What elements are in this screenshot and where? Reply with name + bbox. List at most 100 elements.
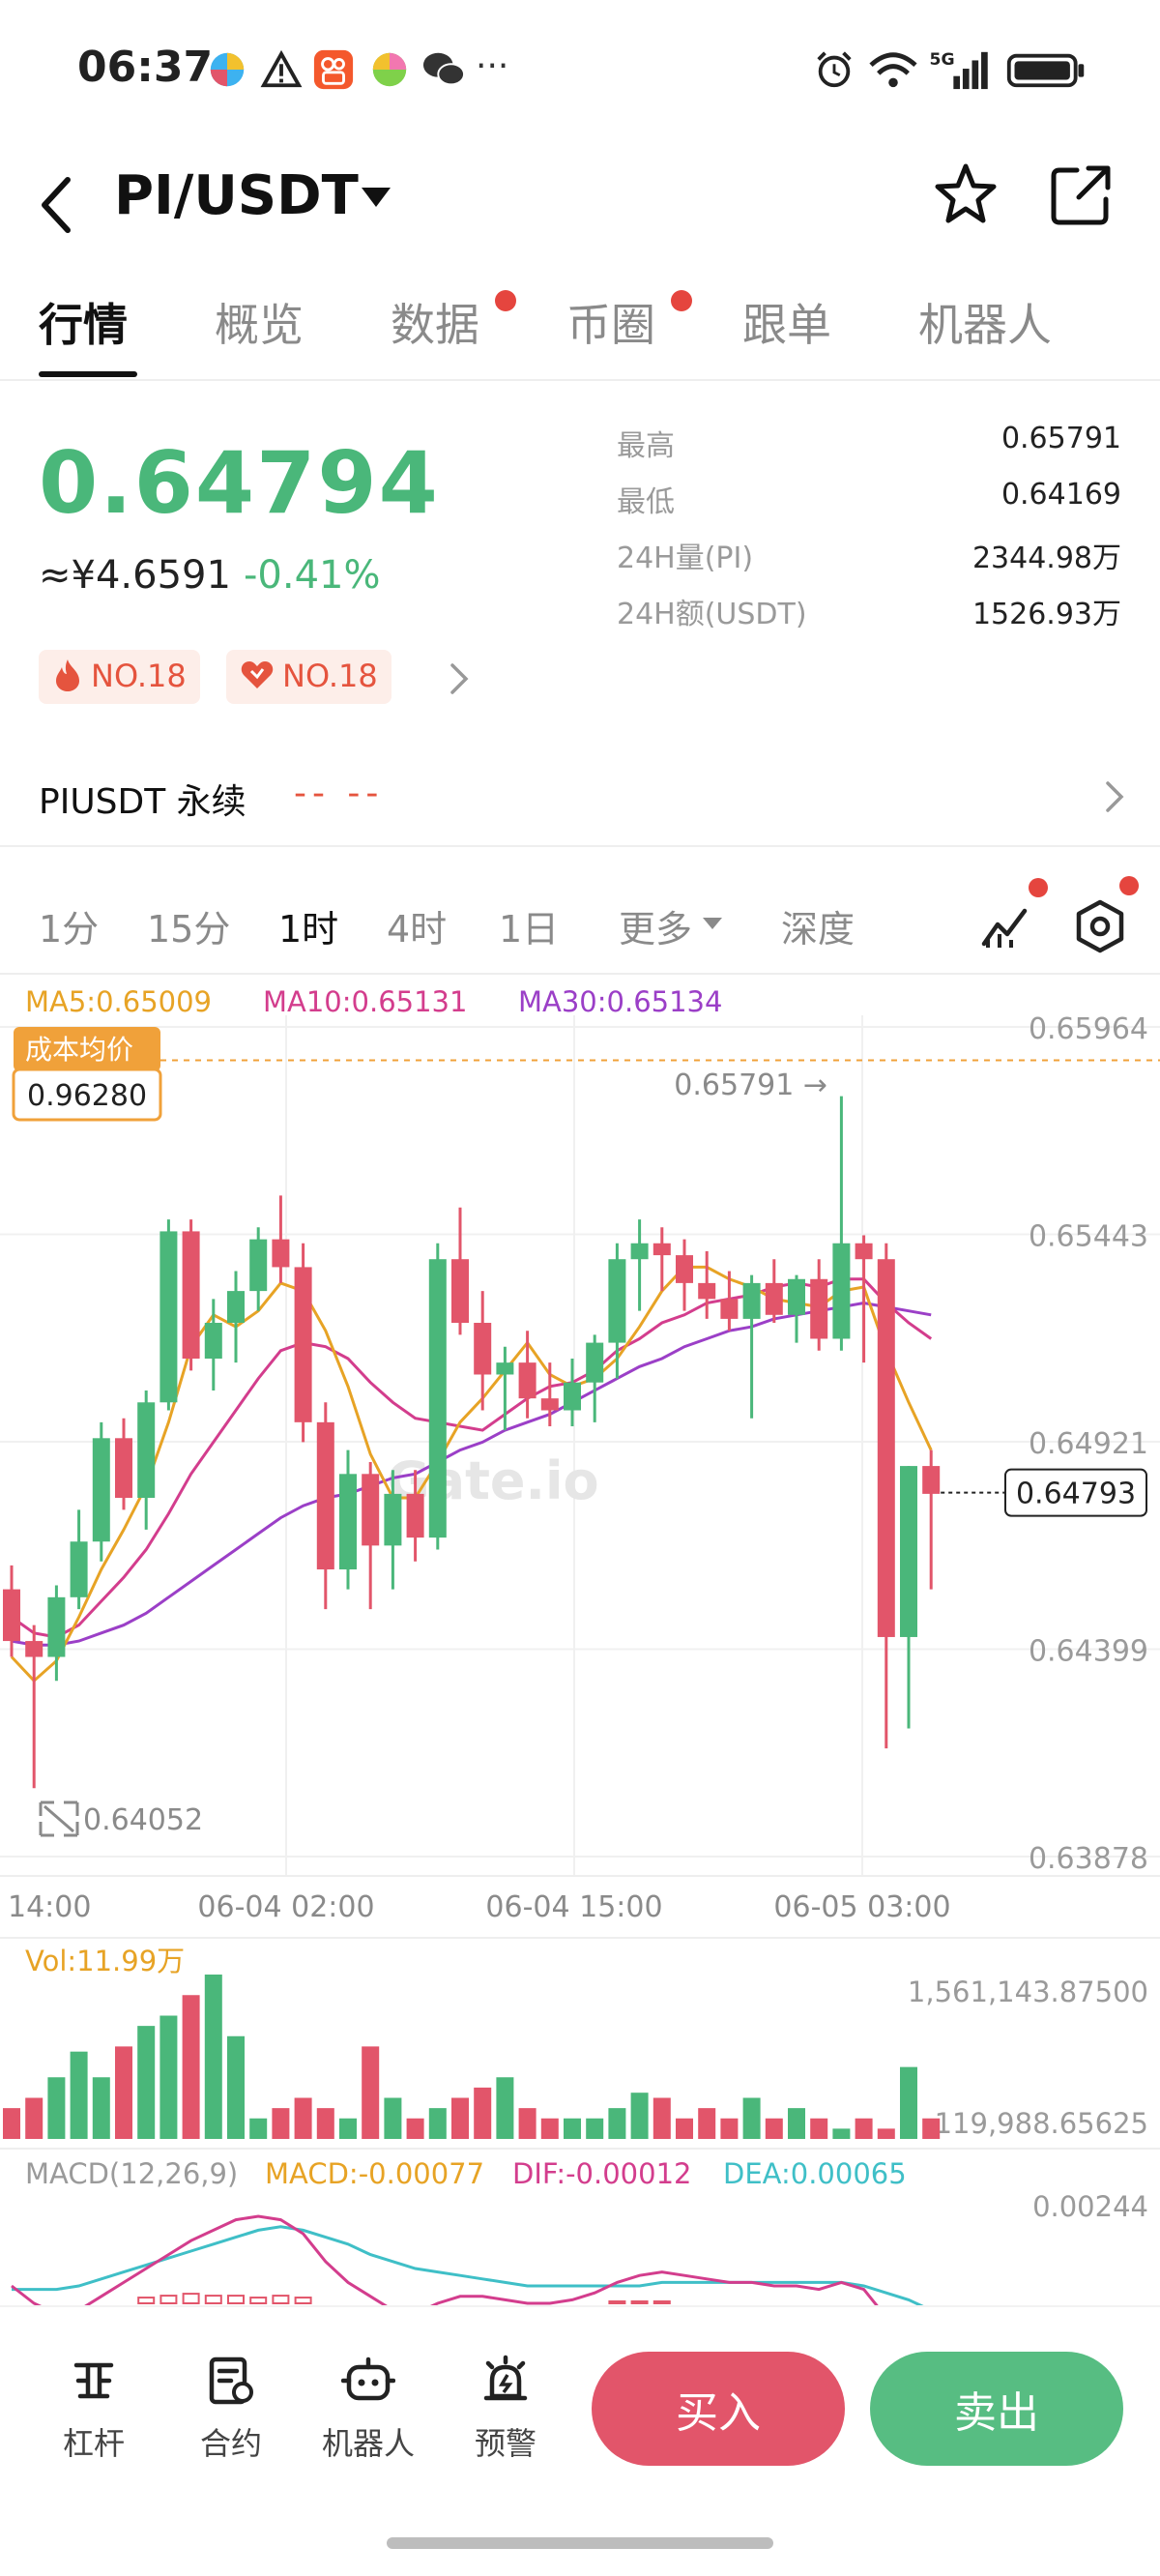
interval-1d[interactable]: 1日 [499,908,560,951]
price-chart[interactable]: Gate.io MA5:0.65009 MA10:0.65131 MA30:0.65… [0,975,1160,2305]
fullscreen-icon-shape [39,1800,79,1837]
candle-body [652,1243,671,1256]
stat-high-label: 最高 [617,429,675,463]
last-price: 0.64794 [39,433,440,533]
current-price-label: 0.64793 [1016,1478,1136,1511]
dea-line [12,2225,924,2305]
caret-down-icon[interactable] [702,917,723,930]
interval-4h[interactable]: 4时 [387,908,448,951]
tab-coin-circle-dot [671,290,692,311]
colorful-app-icon [210,52,245,87]
volume-bar [474,2087,492,2139]
robot-tool[interactable]: 机器人 [315,2354,421,2489]
candle-body [47,1596,66,1657]
warning-icon [260,49,303,88]
favorite-rank-badge[interactable]: NO.18 [226,650,392,704]
candle-body [922,1466,941,1494]
candle-body [676,1255,693,1283]
fullscreen-icon [39,1800,79,1837]
candle-body [204,1323,222,1360]
indicator-chart-icon[interactable] [978,899,1032,953]
low-price-marker: 0.64052 [83,1803,203,1837]
star-icon[interactable] [930,159,1001,230]
stat-turnover-label: 24H额(USDT) [617,598,807,631]
depth-tab[interactable]: 深度 [781,908,856,951]
perpetual-contract-row[interactable]: PIUSDT 永续 -- -- [0,754,1160,847]
time-axis: 14:00 06-04 02:00 06-04 15:00 06-05 03:00 [8,1890,951,1924]
candle-body [115,1438,132,1498]
battery-icon [1006,53,1085,88]
contract-label: 合约 [199,2425,262,2462]
hot-rank-badge[interactable]: NO.18 [39,650,200,704]
tab-overview[interactable]: 概览 [215,299,304,351]
fire-icon [56,659,79,691]
volume-bar [698,2108,716,2139]
time-tick-label: 14:00 [8,1890,91,1924]
indicator-dot [1029,878,1048,897]
price-axis: 0.65964 0.65443 0.64921 0.64399 0.63878 [1029,1012,1148,1876]
volume-bar [676,2118,693,2139]
volume-bar [339,2118,357,2139]
volume-bar [294,2097,312,2139]
alert-tool[interactable]: 预警 [452,2354,559,2489]
back-icon[interactable] [29,166,87,244]
5g-signal-icon: 5G [929,50,988,90]
leverage-tool[interactable]: 杠杆 [41,2354,147,2489]
tab-coin-circle[interactable]: 币圈 [566,299,655,351]
stat-volume-label: 24H量(PI) [617,542,754,575]
settings-dot [1119,876,1139,895]
interval-1m[interactable]: 1分 [39,908,100,951]
candle-body [540,1398,559,1411]
macd-hist-bar [160,2295,178,2305]
volume-legend: Vol:11.99万 [25,1945,185,1977]
candle-body [249,1239,268,1292]
tab-data[interactable]: 数据 [391,299,479,351]
more-dots-icon: ··· [476,46,509,86]
volume-bar [182,1995,200,2139]
candle-body [608,1259,626,1343]
pair-title[interactable]: PI/USDT [114,164,359,227]
contract-icon [209,2356,253,2405]
tab-market[interactable]: 行情 [39,299,128,351]
stat-turnover-value: 1526.93万 [972,598,1121,631]
volume-bar [518,2108,536,2139]
macd-panel: MACD(12,26,9) MACD:-0.00077 DIF:-0.00012 DE… [11,2157,1148,2305]
volume-bar [227,2035,245,2139]
buy-button[interactable]: 买入 [592,2352,845,2466]
candle-body [160,1231,178,1403]
cost-average-box[interactable]: 成本均价 0.96280 [12,1027,162,1122]
stat-low-label: 最低 [617,485,675,519]
dif-line [11,2214,879,2305]
leverage-label: 杠杆 [62,2425,125,2462]
price-tick-label: 0.64921 [1029,1427,1148,1461]
interval-more[interactable]: 更多 [619,908,693,951]
volume-bar [384,2097,402,2139]
favorite-rank-label: NO.18 [282,658,378,694]
tab-robot[interactable]: 机器人 [918,299,1052,351]
interval-15m[interactable]: 15分 [147,908,231,951]
volume-bar [70,2051,88,2139]
candle-body [474,1323,492,1375]
home-indicator[interactable] [387,2537,773,2549]
volume-bar [272,2108,290,2139]
contract-tool[interactable]: 合约 [178,2354,284,2489]
kuaishou-icon [313,49,354,90]
alert-bell-icon [483,2355,528,2401]
caret-down-icon[interactable] [360,186,392,209]
high-price-marker: 0.65791 → [674,1068,827,1102]
tab-copy-trade[interactable]: 跟单 [742,299,831,351]
interval-1h[interactable]: 1时 [278,908,339,951]
chevron-right-icon[interactable] [447,661,472,696]
volume-bar [496,2077,514,2139]
stat-high-value: 0.65791 [1000,422,1121,455]
volume-bar [47,2077,66,2139]
volume-bar [249,2118,268,2139]
volume-panel: Vol:11.99万 1,561,143.87500 119,988.65625 [3,1945,1148,2140]
tab-data-dot [495,290,516,311]
share-icon[interactable] [1046,159,1117,230]
price-tick-label: 0.65964 [1029,1012,1148,1046]
sell-button[interactable]: 卖出 [870,2352,1123,2466]
candle-body [92,1438,110,1542]
volume-bar [900,2066,917,2139]
settings-icon[interactable] [1071,897,1129,955]
